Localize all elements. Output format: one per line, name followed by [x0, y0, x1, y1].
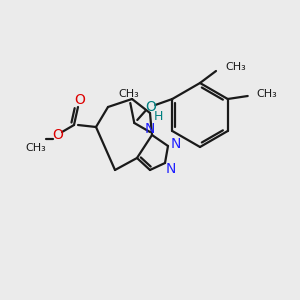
Text: N: N	[145, 122, 155, 136]
Text: N: N	[171, 137, 181, 151]
Text: CH₃: CH₃	[26, 143, 46, 153]
Text: O: O	[52, 128, 63, 142]
Text: H: H	[154, 110, 163, 124]
Text: CH₃: CH₃	[118, 89, 139, 99]
Text: O: O	[75, 93, 86, 107]
Text: N: N	[166, 162, 176, 176]
Text: CH₃: CH₃	[257, 89, 278, 99]
Text: O: O	[145, 100, 156, 114]
Text: CH₃: CH₃	[225, 62, 246, 72]
